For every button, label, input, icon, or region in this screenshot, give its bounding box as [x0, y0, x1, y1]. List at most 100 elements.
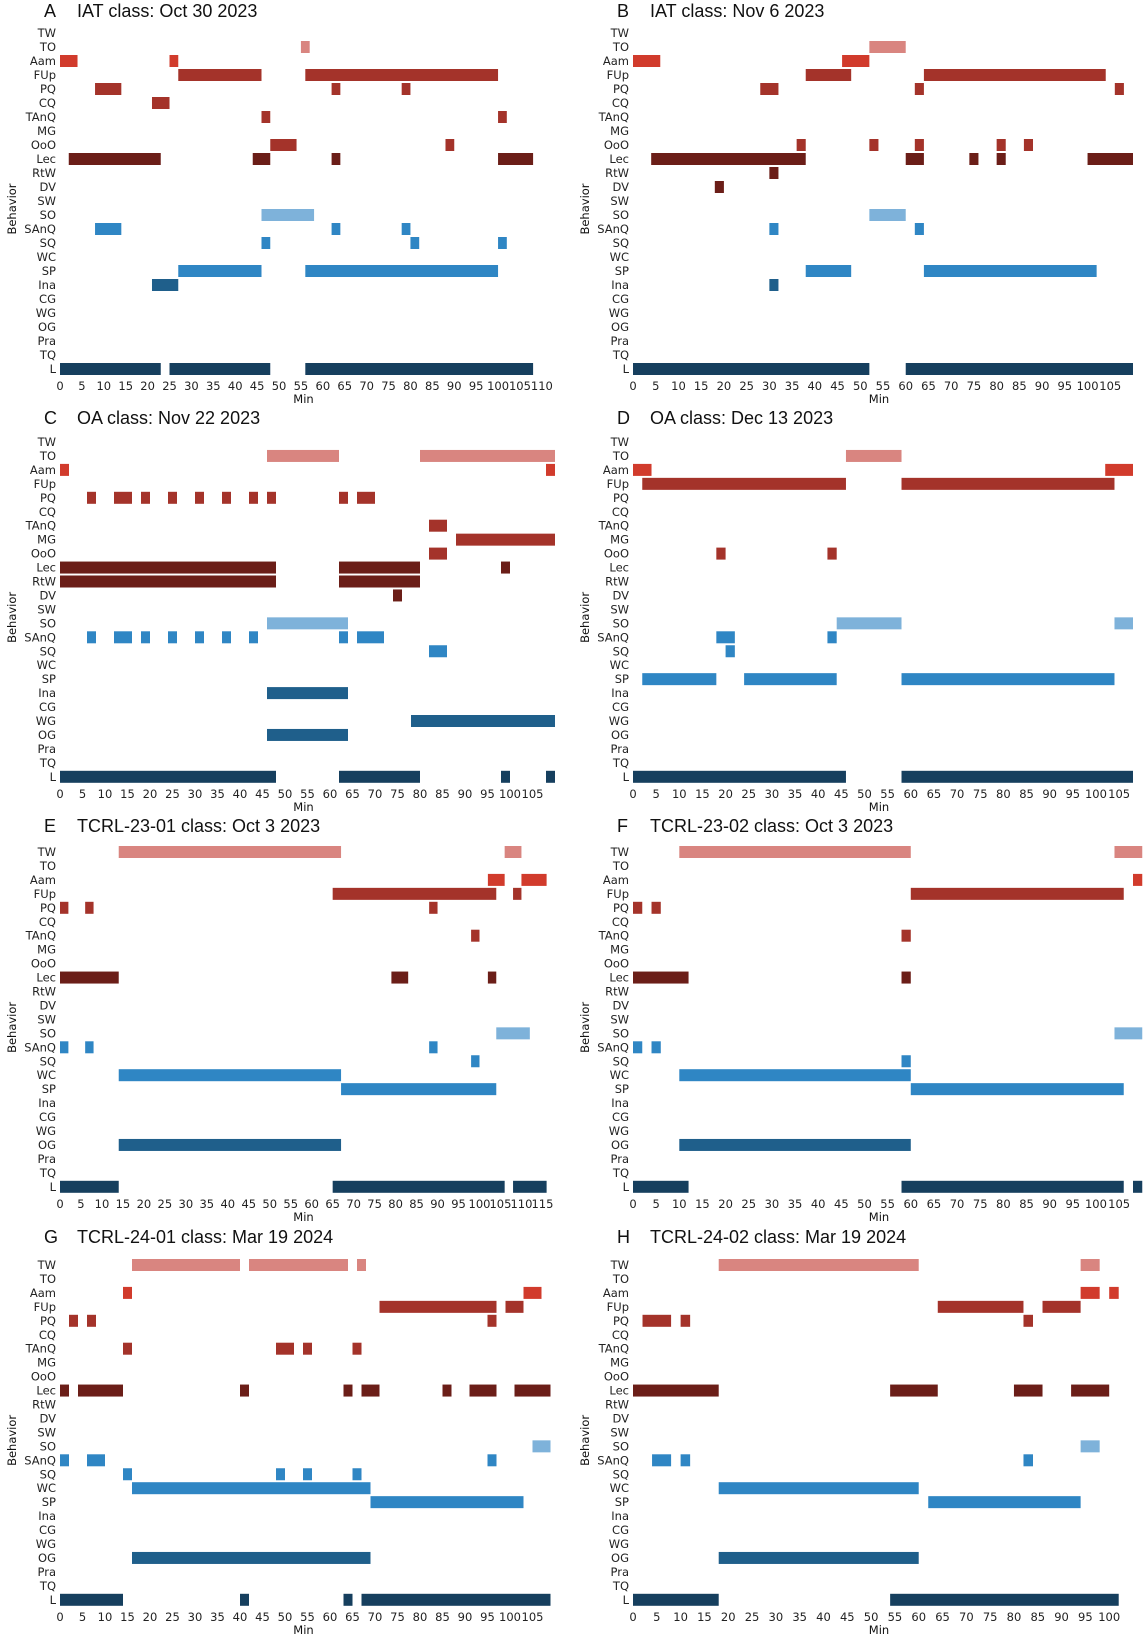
y-tick-label: Pra — [610, 1152, 629, 1166]
y-tick-label: TAnQ — [598, 519, 629, 533]
segment-Lec — [969, 153, 979, 165]
segment-PQ — [331, 83, 341, 95]
x-tick-label: 85 — [1030, 1610, 1045, 1624]
segment-Lec — [651, 153, 806, 165]
y-tick-label: DV — [39, 588, 56, 602]
panel-letter: H — [617, 1227, 630, 1247]
y-tick-label: L — [623, 362, 630, 376]
panel-G: G TCRL-24-01 class: Mar 19 2024 TWTOAamFUp… — [5, 1227, 551, 1637]
segment-Lec — [343, 1384, 353, 1397]
y-tick-label: OG — [38, 320, 56, 334]
x-tick-label: 15 — [120, 1610, 135, 1624]
y-tick-label: TO — [612, 859, 629, 873]
x-tick-label: 20 — [140, 379, 155, 393]
segment-Aam — [169, 55, 179, 67]
x-tick-label: 60 — [316, 379, 331, 393]
segment-TO — [300, 41, 310, 53]
y-tick-label: SP — [615, 1082, 629, 1096]
y-tick-label: Lec — [36, 561, 56, 575]
x-tick-label: 45 — [840, 1610, 855, 1624]
y-tick-label: TQ — [612, 1579, 629, 1593]
panel-title: OA class: Nov 22 2023 — [77, 408, 260, 428]
y-tick-label: CQ — [39, 1328, 56, 1342]
x-tick-label: 90 — [1054, 1610, 1069, 1624]
y-tick-label: SW — [37, 194, 56, 208]
segment-L — [361, 1593, 551, 1606]
y-tick-label: PQ — [40, 491, 56, 505]
segment-Lec — [890, 1384, 938, 1397]
segment-PQ — [195, 491, 204, 504]
segment-SQ — [410, 237, 420, 249]
y-tick-label: OoO — [31, 957, 56, 971]
segment-PQ — [141, 491, 150, 504]
x-tick-label: 60 — [903, 787, 918, 801]
x-tick-label: 30 — [765, 787, 780, 801]
x-tick-label: 20 — [718, 787, 733, 801]
y-tick-label: CG — [612, 1110, 629, 1124]
x-tick-label: 95 — [480, 1610, 495, 1624]
y-tick-label: TO — [39, 859, 56, 873]
segment-TW — [118, 846, 342, 858]
x-tick-label: 45 — [834, 1197, 849, 1211]
segment-SP — [901, 673, 1115, 686]
y-tick-label: WC — [610, 250, 629, 264]
segment-Aam — [523, 1286, 542, 1299]
segment-TAnQ — [471, 929, 480, 942]
y-tick-label: CG — [39, 1523, 56, 1537]
y-tick-label: MG — [610, 533, 629, 547]
y-tick-label: MG — [610, 1356, 629, 1370]
segment-SAnQ — [429, 1041, 438, 1054]
x-tick-label: 65 — [927, 1197, 942, 1211]
segment-Lec — [633, 971, 689, 984]
y-tick-label: SO — [613, 1026, 629, 1040]
segment-L — [60, 1180, 119, 1193]
segment-SQ — [471, 1055, 480, 1068]
segment-SAnQ — [914, 223, 924, 235]
y-tick-label: SQ — [40, 236, 56, 250]
segment-TO — [845, 449, 902, 462]
y-tick-label: SO — [40, 1026, 56, 1040]
y-tick-label: Ina — [38, 1096, 56, 1110]
segment-SQ — [429, 645, 447, 658]
x-tick-label: 20 — [143, 787, 158, 801]
segment-OG — [132, 1551, 371, 1564]
x-tick-label: 95 — [451, 1197, 466, 1211]
segment-L — [169, 363, 271, 375]
x-tick-label: 60 — [323, 1610, 338, 1624]
segment-Lec — [442, 1384, 452, 1397]
y-tick-label: WC — [37, 1068, 56, 1082]
x-tick-label: 60 — [903, 1197, 918, 1211]
x-tick-label: 85 — [409, 1197, 424, 1211]
segment-SAnQ — [401, 223, 411, 235]
segment-PQ — [87, 1314, 96, 1327]
segment-OoO — [796, 139, 806, 151]
x-tick-label: 15 — [694, 379, 709, 393]
segment-Lec — [78, 1384, 123, 1397]
x-tick-label: 90 — [458, 787, 473, 801]
panel-title: OA class: Dec 13 2023 — [650, 408, 833, 428]
segment-PQ — [651, 901, 661, 914]
y-axis-label: Behavior — [578, 183, 592, 234]
y-tick-label: FUp — [607, 68, 629, 82]
x-tick-label: 0 — [56, 1197, 63, 1211]
y-tick-label: SP — [42, 672, 56, 686]
y-tick-label: L — [623, 770, 630, 784]
segment-PQ — [633, 901, 643, 914]
y-tick-label: TO — [612, 449, 629, 463]
segment-Aam — [546, 463, 555, 476]
x-tick-label: 65 — [921, 379, 936, 393]
y-tick-label: Aam — [30, 873, 56, 887]
x-tick-label: 50 — [857, 1197, 872, 1211]
segment-WC — [718, 1482, 919, 1495]
y-tick-label: DV — [39, 998, 56, 1012]
y-tick-label: SQ — [613, 1054, 629, 1068]
x-tick-label: 60 — [304, 1197, 319, 1211]
segment-SP — [928, 1496, 1081, 1509]
segment-SAnQ — [487, 1454, 497, 1467]
segment-Lec — [60, 561, 276, 574]
segment-FUp — [505, 1300, 524, 1313]
y-tick-label: WC — [37, 1481, 56, 1495]
y-tick-label: Pra — [610, 334, 629, 348]
segment-Aam — [1080, 1286, 1100, 1299]
